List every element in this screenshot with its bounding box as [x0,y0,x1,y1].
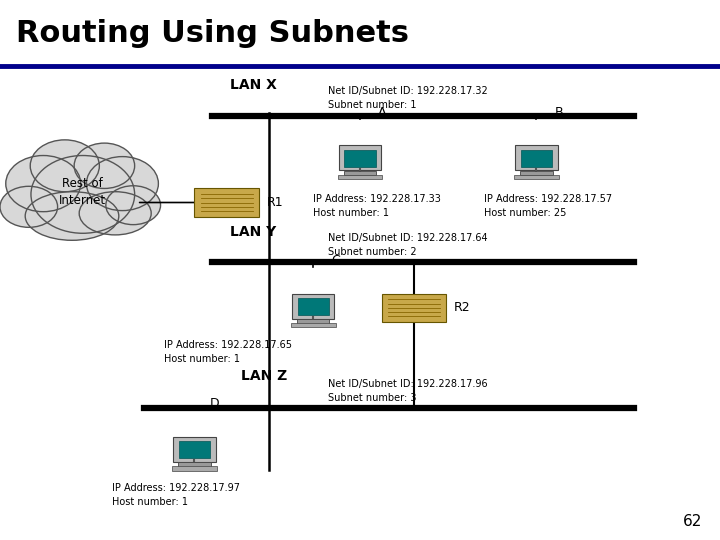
FancyBboxPatch shape [174,437,215,462]
Text: Net ID/Subnet ID: 192.228.17.96
Subnet number: 3: Net ID/Subnet ID: 192.228.17.96 Subnet n… [328,379,487,403]
FancyBboxPatch shape [382,294,446,322]
Text: Net ID/Subnet ID: 192.228.17.32
Subnet number: 1: Net ID/Subnet ID: 192.228.17.32 Subnet n… [328,86,487,110]
FancyBboxPatch shape [297,298,329,315]
FancyBboxPatch shape [516,145,557,171]
Ellipse shape [25,192,119,240]
Text: R2: R2 [454,301,470,314]
Text: Routing Using Subnets: Routing Using Subnets [16,19,409,48]
FancyBboxPatch shape [521,150,552,167]
Ellipse shape [31,156,135,233]
FancyBboxPatch shape [194,188,259,217]
FancyBboxPatch shape [338,175,382,179]
Text: LAN X: LAN X [230,78,277,92]
Text: LAN Z: LAN Z [241,369,287,383]
FancyBboxPatch shape [514,175,559,179]
FancyBboxPatch shape [520,171,553,176]
FancyBboxPatch shape [297,319,330,324]
Text: A: A [378,106,387,119]
FancyBboxPatch shape [172,467,217,470]
Text: Net ID/Subnet ID: 192.228.17.64
Subnet number: 2: Net ID/Subnet ID: 192.228.17.64 Subnet n… [328,233,487,257]
Text: R1: R1 [266,196,283,209]
Text: B: B [554,106,563,119]
FancyBboxPatch shape [343,171,377,176]
Text: C: C [331,254,340,267]
Text: D: D [210,397,220,410]
Ellipse shape [86,157,158,211]
Text: 62: 62 [683,514,702,529]
Text: IP Address: 192.228.17.57
Host number: 25: IP Address: 192.228.17.57 Host number: 2… [484,194,612,218]
FancyBboxPatch shape [339,145,381,171]
FancyBboxPatch shape [179,441,210,458]
FancyBboxPatch shape [292,294,334,319]
FancyBboxPatch shape [344,150,376,167]
Ellipse shape [0,186,58,227]
Ellipse shape [106,186,161,225]
Ellipse shape [79,192,151,235]
FancyBboxPatch shape [178,462,211,467]
Text: Rest of
Internet: Rest of Internet [59,177,107,207]
Ellipse shape [74,143,135,188]
Text: LAN Y: LAN Y [230,225,276,239]
Text: IP Address: 192.228.17.97
Host number: 1: IP Address: 192.228.17.97 Host number: 1 [112,483,240,507]
Ellipse shape [30,140,99,192]
Text: IP Address: 192.228.17.65
Host number: 1: IP Address: 192.228.17.65 Host number: 1 [164,340,292,364]
Text: IP Address: 192.228.17.33
Host number: 1: IP Address: 192.228.17.33 Host number: 1 [313,194,441,218]
FancyBboxPatch shape [291,323,336,327]
Ellipse shape [6,156,81,212]
